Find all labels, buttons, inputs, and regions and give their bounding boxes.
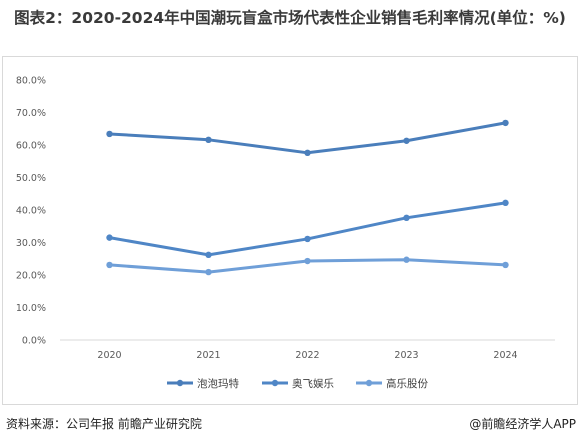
chart-title: 图表2：2020-2024年中国潮玩盲盒市场代表性企业销售毛利率情况(单位：%)	[14, 9, 566, 27]
x-tick-label: 2021	[196, 350, 220, 361]
source-note: 资料来源：公司年报 前瞻产业研究院	[6, 417, 202, 431]
data-point	[304, 149, 311, 156]
data-point	[106, 130, 113, 138]
data-point	[205, 268, 212, 276]
series-line-2	[108, 201, 507, 257]
data-point	[403, 137, 410, 144]
legend-label: 泡泡玛特	[197, 377, 239, 390]
legend-marker	[176, 379, 184, 387]
legend-label: 奥飞娱乐	[292, 377, 334, 390]
data-point	[304, 257, 311, 265]
y-tick-label: 60.0%	[16, 141, 46, 152]
legend-label: 高乐股份	[386, 377, 428, 390]
data-point	[205, 136, 212, 143]
x-tick-label: 2020	[97, 350, 121, 361]
data-point	[106, 234, 113, 241]
y-tick-label: 50.0%	[16, 173, 46, 184]
x-tick-label: 2022	[295, 350, 319, 361]
y-tick-label: 30.0%	[16, 238, 46, 249]
brand-credit: @前瞻经济学人APP	[469, 417, 576, 431]
legend-marker	[365, 379, 373, 387]
x-tick-label: 2023	[394, 350, 418, 361]
data-point	[502, 119, 509, 127]
data-point	[502, 199, 509, 207]
data-point	[403, 256, 410, 263]
data-point	[205, 251, 212, 259]
y-tick-label: 20.0%	[16, 271, 46, 282]
data-point	[403, 214, 410, 221]
data-point	[502, 261, 509, 269]
y-tick-label: 0.0%	[22, 336, 46, 347]
data-point	[106, 261, 113, 269]
data-point	[304, 235, 311, 243]
y-tick-label: 10.0%	[16, 303, 46, 314]
y-tick-label: 80.0%	[16, 76, 46, 87]
y-tick-label: 40.0%	[16, 206, 46, 217]
y-tick-label: 70.0%	[16, 108, 46, 119]
chart-frame	[2, 56, 578, 405]
series-line-1	[108, 121, 507, 155]
legend-marker	[271, 379, 279, 387]
x-tick-label: 2024	[493, 350, 517, 361]
